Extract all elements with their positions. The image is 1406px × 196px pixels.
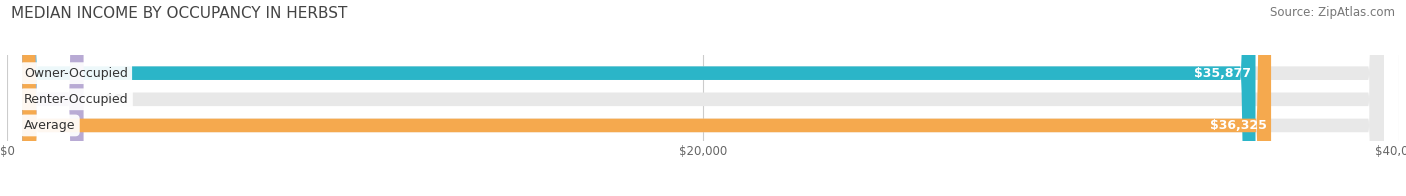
Text: Owner-Occupied: Owner-Occupied [24, 67, 128, 80]
Text: Average: Average [24, 119, 76, 132]
FancyBboxPatch shape [22, 0, 1384, 196]
FancyBboxPatch shape [22, 0, 1384, 196]
FancyBboxPatch shape [22, 0, 1256, 196]
FancyBboxPatch shape [22, 0, 1384, 196]
Text: $36,325: $36,325 [1209, 119, 1267, 132]
Text: MEDIAN INCOME BY OCCUPANCY IN HERBST: MEDIAN INCOME BY OCCUPANCY IN HERBST [11, 6, 347, 21]
FancyBboxPatch shape [22, 0, 1271, 196]
Text: $35,877: $35,877 [1194, 67, 1251, 80]
Text: Source: ZipAtlas.com: Source: ZipAtlas.com [1270, 6, 1395, 19]
Text: $0: $0 [105, 93, 122, 106]
FancyBboxPatch shape [22, 0, 83, 196]
Text: Renter-Occupied: Renter-Occupied [24, 93, 128, 106]
